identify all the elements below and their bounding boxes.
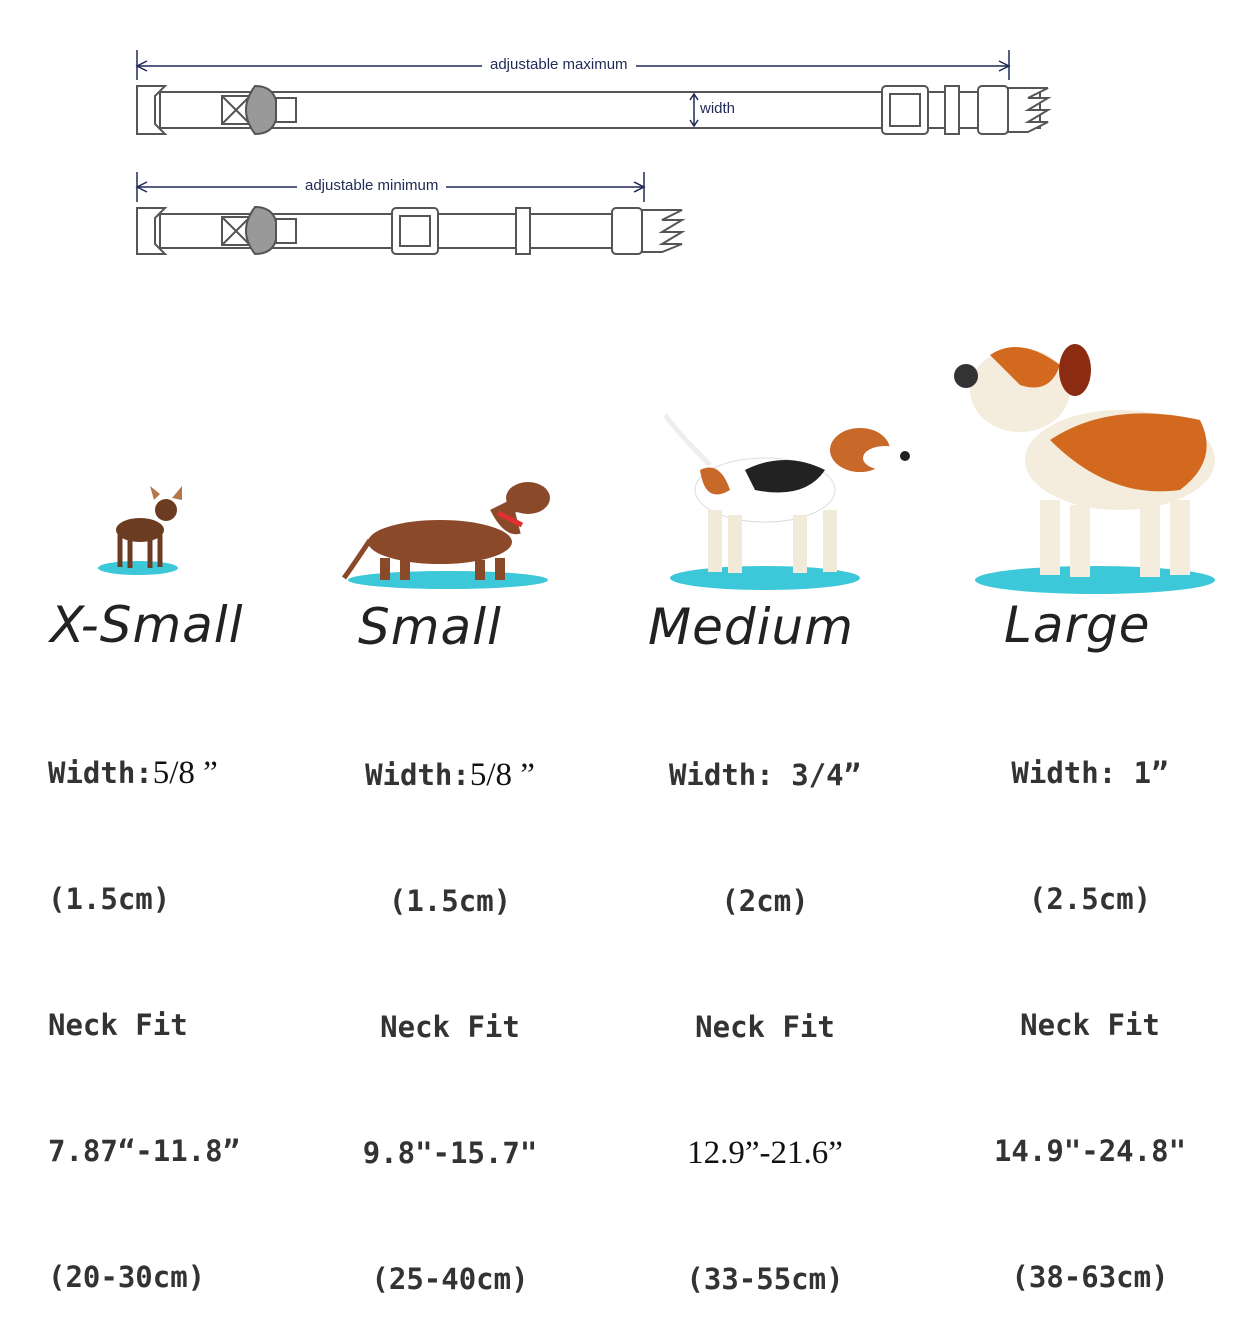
adjustable-minimum-label: adjustable minimum	[297, 177, 447, 194]
neck-fit-cm: (33-55cm)	[686, 1262, 844, 1296]
neck-fit-label: Neck Fit	[380, 1010, 520, 1044]
collar-maximum	[136, 84, 1052, 136]
st-bernard-icon	[954, 344, 1215, 594]
chihuahua-icon	[98, 486, 182, 575]
size-title-large: Large	[1004, 596, 1151, 654]
neck-fit-cm: (25-40cm)	[371, 1262, 529, 1296]
size-title-medium: Medium	[648, 598, 854, 656]
neck-fit-label: Neck Fit	[48, 1008, 188, 1042]
dachshund-icon	[341, 482, 550, 589]
neck-fit-inches: 9.8"-15.7"	[362, 1136, 538, 1170]
size-title-small: Small	[358, 598, 502, 656]
size-info-xsmall: Width:5/8 ” (1.5cm) Neck Fit 7.87“-11.8”…	[48, 668, 240, 1340]
neck-fit-inches: 14.9"-24.8"	[993, 1134, 1187, 1168]
width-label: width	[700, 100, 736, 117]
neck-fit-inches: 12.9”-21.6”	[687, 1135, 843, 1171]
neck-fit-cm: (38-63cm)	[1011, 1260, 1169, 1294]
width-value: 3/4”	[791, 758, 862, 792]
width-label: Width:	[365, 758, 470, 792]
beagle-icon	[663, 413, 910, 590]
collar-diagram	[135, 50, 1052, 256]
width-value: 1”	[1133, 756, 1169, 790]
neck-fit-label: Neck Fit	[695, 1010, 835, 1044]
width-arrow	[689, 92, 699, 128]
width-cm: (1.5cm)	[388, 884, 512, 918]
adjustable-maximum-label: adjustable maximum	[482, 56, 636, 73]
size-info-medium: Width: 3/4” (2cm) Neck Fit 12.9”-21.6” (…	[630, 670, 900, 1342]
size-info-small: Width:5/8 ” (1.5cm) Neck Fit 9.8"-15.7" …	[320, 670, 580, 1342]
width-label: Width:	[668, 758, 774, 792]
width-value: 5/8 ”	[152, 755, 218, 791]
width-cm: (2cm)	[721, 884, 809, 918]
neck-fit-label: Neck Fit	[1020, 1008, 1160, 1042]
width-label: Width:	[1011, 756, 1117, 790]
size-info-large: Width: 1” (2.5cm) Neck Fit 14.9"-24.8" (…	[960, 668, 1220, 1340]
size-title-xsmall: X-Small	[50, 596, 244, 654]
collar-minimum	[136, 205, 686, 256]
width-cm: (2.5cm)	[1028, 882, 1152, 916]
width-cm: (1.5cm)	[48, 882, 171, 916]
neck-fit-cm: (20-30cm)	[48, 1260, 206, 1294]
width-value: 5/8 ”	[469, 757, 535, 793]
dog-illustrations	[98, 344, 1215, 594]
width-label: Width:	[48, 756, 153, 790]
neck-fit-inches: 7.87“-11.8”	[48, 1134, 241, 1168]
